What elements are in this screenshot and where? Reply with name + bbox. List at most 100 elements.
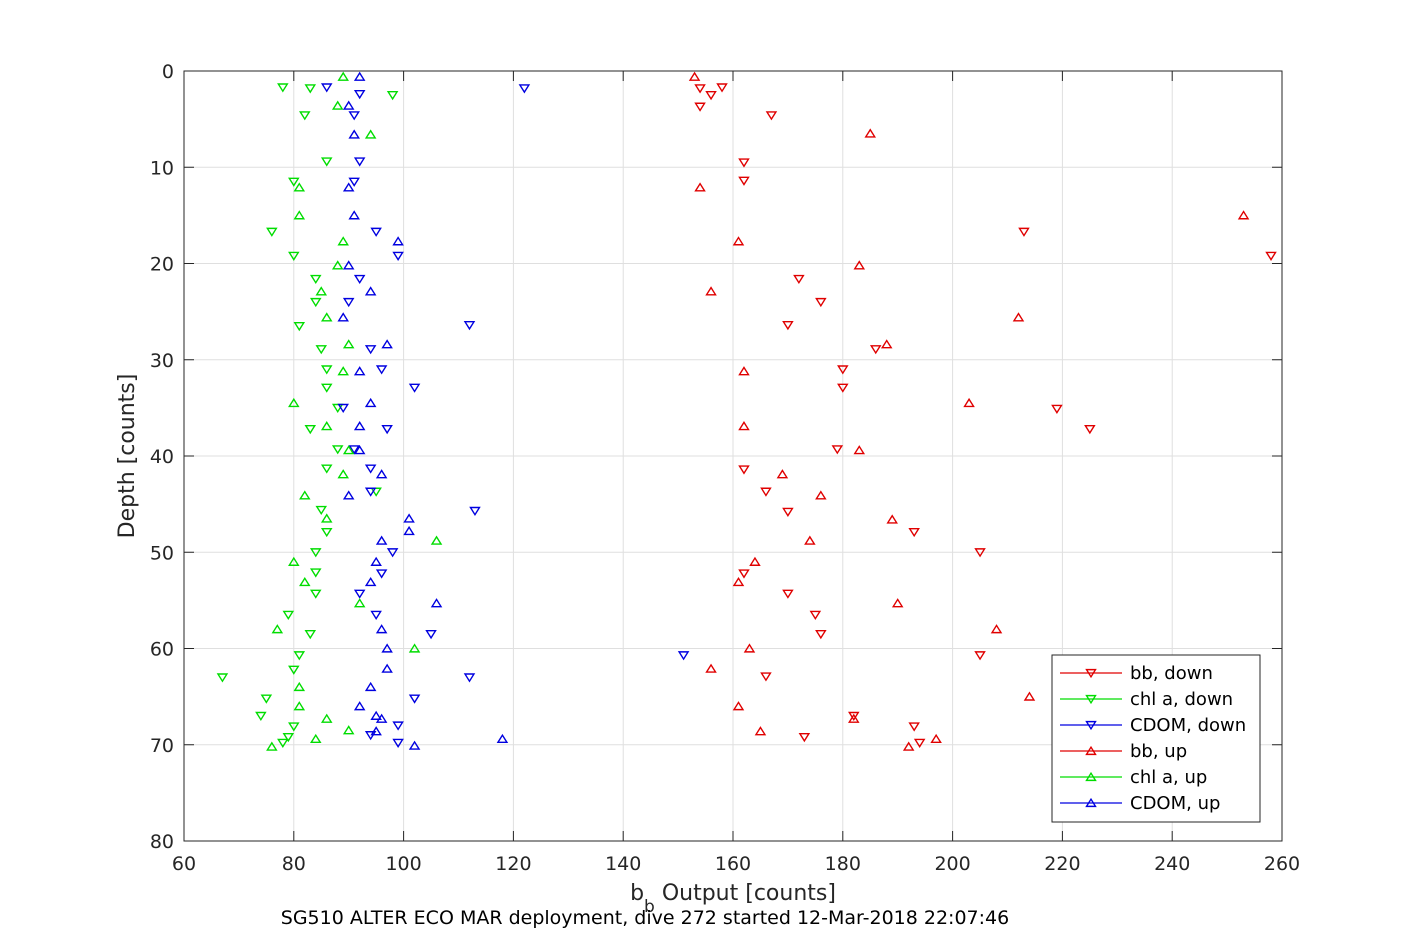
data-point bbox=[381, 643, 393, 653]
data-point bbox=[908, 722, 920, 732]
x-tick-label: 60 bbox=[172, 853, 196, 875]
data-point bbox=[364, 464, 377, 474]
data-point bbox=[315, 286, 328, 296]
caption: SG510 ALTER ECO MAR deployment, dive 272… bbox=[281, 907, 1009, 929]
data-point bbox=[815, 629, 827, 640]
data-point bbox=[260, 694, 273, 704]
data-point bbox=[469, 506, 481, 517]
data-point bbox=[342, 100, 355, 110]
series-1 bbox=[216, 83, 399, 748]
series-3 bbox=[688, 71, 1250, 751]
data-point bbox=[375, 569, 388, 579]
legend-label: chl a, down bbox=[1130, 689, 1233, 710]
data-point bbox=[288, 251, 300, 261]
data-point bbox=[518, 84, 531, 94]
data-point bbox=[694, 102, 706, 112]
data-point bbox=[974, 651, 986, 661]
data-point bbox=[705, 286, 717, 296]
data-point bbox=[293, 701, 306, 711]
series-layer bbox=[216, 71, 1277, 751]
data-point bbox=[776, 469, 789, 479]
legend-marker bbox=[1085, 745, 1097, 756]
data-point bbox=[348, 111, 360, 121]
data-point bbox=[1012, 312, 1025, 322]
data-point bbox=[364, 576, 377, 587]
data-point bbox=[320, 312, 333, 322]
data-point bbox=[732, 236, 745, 246]
data-point bbox=[463, 673, 476, 683]
data-point bbox=[732, 701, 745, 711]
data-point bbox=[266, 227, 278, 237]
data-point bbox=[293, 681, 306, 692]
data-point bbox=[320, 713, 333, 723]
data-point bbox=[375, 624, 388, 634]
data-point bbox=[408, 740, 421, 750]
data-point bbox=[337, 366, 349, 376]
data-point bbox=[408, 383, 421, 393]
data-point bbox=[694, 84, 706, 94]
data-point bbox=[320, 464, 333, 474]
data-point bbox=[342, 182, 355, 192]
data-point bbox=[425, 629, 437, 640]
data-point bbox=[990, 624, 1003, 634]
data-point bbox=[364, 129, 377, 139]
y-axis-ticks: 0 10 20 30 40 50 60 70 80 bbox=[150, 61, 1282, 853]
data-point bbox=[353, 90, 366, 100]
data-point bbox=[370, 610, 382, 620]
data-point bbox=[320, 365, 333, 375]
data-point bbox=[299, 576, 311, 587]
series-5 bbox=[337, 71, 509, 750]
data-point bbox=[403, 513, 415, 523]
data-point bbox=[342, 260, 355, 270]
data-point bbox=[902, 741, 915, 751]
x-axis-label: bb Output [counts] bbox=[630, 881, 836, 917]
data-point bbox=[309, 548, 322, 558]
data-point bbox=[1084, 424, 1096, 435]
data-point bbox=[353, 701, 366, 711]
data-point bbox=[837, 365, 849, 375]
data-point bbox=[386, 548, 399, 558]
data-point bbox=[793, 274, 805, 285]
y-tick-label: 50 bbox=[150, 542, 174, 564]
data-point bbox=[288, 665, 300, 675]
data-point bbox=[705, 90, 717, 101]
data-point bbox=[299, 111, 311, 121]
data-point bbox=[760, 672, 772, 682]
data-point bbox=[288, 397, 300, 408]
data-point bbox=[392, 738, 404, 748]
data-point bbox=[304, 629, 317, 640]
data-point bbox=[353, 274, 366, 285]
data-point bbox=[364, 397, 377, 408]
data-point bbox=[288, 722, 300, 732]
data-point bbox=[342, 297, 355, 308]
data-point bbox=[738, 366, 750, 376]
data-point bbox=[370, 556, 382, 566]
data-point bbox=[375, 713, 388, 723]
data-point bbox=[765, 111, 778, 121]
data-point bbox=[288, 177, 300, 187]
legend-item: CDOM, up bbox=[1060, 793, 1220, 814]
data-point bbox=[342, 490, 355, 500]
data-point bbox=[705, 663, 717, 673]
series-4 bbox=[266, 71, 443, 751]
data-point bbox=[963, 397, 975, 408]
data-point bbox=[348, 129, 360, 139]
legend-item: chl a, up bbox=[1060, 767, 1207, 788]
data-point bbox=[848, 711, 860, 722]
legend-marker bbox=[1085, 694, 1097, 705]
data-point bbox=[809, 610, 822, 620]
data-point bbox=[288, 556, 300, 566]
data-point bbox=[364, 286, 377, 296]
data-point bbox=[293, 321, 306, 332]
data-point bbox=[364, 345, 377, 355]
data-point bbox=[837, 383, 849, 393]
data-point bbox=[408, 643, 421, 653]
data-point bbox=[864, 128, 877, 138]
data-point bbox=[815, 490, 827, 500]
data-point bbox=[331, 260, 344, 270]
data-point bbox=[331, 100, 344, 110]
x-tick-label: 260 bbox=[1264, 853, 1300, 875]
x-tick-label: 120 bbox=[495, 853, 531, 875]
data-point bbox=[848, 713, 860, 723]
data-point bbox=[375, 535, 388, 545]
